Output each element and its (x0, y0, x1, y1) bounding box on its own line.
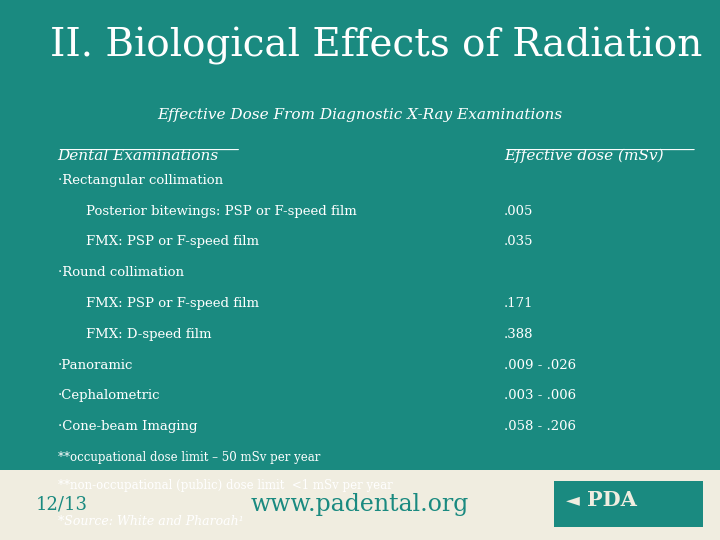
Text: .388: .388 (504, 328, 534, 341)
Text: II. Biological Effects of Radiation: II. Biological Effects of Radiation (50, 27, 703, 65)
Text: Posterior bitewings: PSP or F-speed film: Posterior bitewings: PSP or F-speed film (86, 205, 357, 218)
Text: ·Round collimation: ·Round collimation (58, 266, 184, 279)
Text: FMX: PSP or F-speed film: FMX: PSP or F-speed film (86, 297, 259, 310)
Text: ®: ® (695, 518, 701, 524)
Text: 12/13: 12/13 (36, 496, 88, 514)
Text: FMX: PSP or F-speed film: FMX: PSP or F-speed film (86, 235, 259, 248)
Text: Effective dose (mSv): Effective dose (mSv) (504, 148, 664, 163)
Text: .058 - .206: .058 - .206 (504, 420, 576, 433)
FancyBboxPatch shape (554, 481, 703, 527)
Text: ·Panoramic: ·Panoramic (58, 359, 133, 372)
Text: .035: .035 (504, 235, 534, 248)
Text: ◄: ◄ (566, 491, 580, 509)
Text: .003 - .006: .003 - .006 (504, 389, 576, 402)
Text: ·Rectangular collimation: ·Rectangular collimation (58, 174, 222, 187)
Text: Dental Examinations: Dental Examinations (58, 148, 219, 163)
Text: ·Cone-beam Imaging: ·Cone-beam Imaging (58, 420, 197, 433)
Text: .005: .005 (504, 205, 534, 218)
Text: .009 - .026: .009 - .026 (504, 359, 576, 372)
Text: **occupational dose limit – 50 mSv per year: **occupational dose limit – 50 mSv per y… (58, 451, 320, 464)
Text: FMX: D-speed film: FMX: D-speed film (86, 328, 212, 341)
Text: Pennsylvania Dental Association: Pennsylvania Dental Association (585, 521, 675, 526)
Text: ·Cephalometric: ·Cephalometric (58, 389, 160, 402)
Text: .171: .171 (504, 297, 534, 310)
Text: Effective Dose From Diagnostic X-Ray Examinations: Effective Dose From Diagnostic X-Ray Exa… (158, 108, 562, 122)
FancyBboxPatch shape (0, 470, 720, 540)
Text: www.padental.org: www.padental.org (251, 494, 469, 516)
Text: PDA: PDA (587, 490, 636, 510)
Text: *Source: White and Pharoah¹: *Source: White and Pharoah¹ (58, 515, 243, 528)
Text: **non-occupational (public) dose limit  <1 mSv per year: **non-occupational (public) dose limit <… (58, 479, 392, 492)
